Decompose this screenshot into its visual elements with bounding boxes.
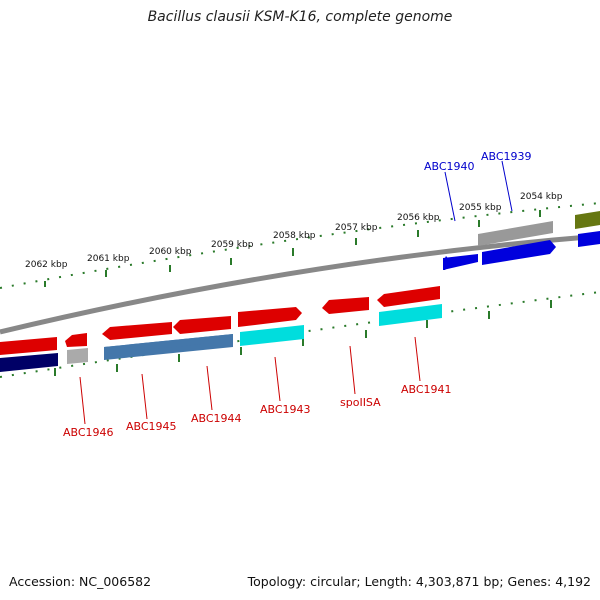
cds-block[interactable] — [0, 353, 58, 372]
leader-line — [141, 373, 148, 420]
kbp-label: 2060 kbp — [149, 247, 192, 257]
cds-block[interactable] — [240, 325, 304, 346]
leader-line — [274, 356, 281, 402]
gene-arrow[interactable] — [238, 307, 302, 327]
gene-label[interactable]: ABC1943 — [260, 403, 311, 416]
leader-line — [206, 365, 213, 411]
kbp-label: 2062 kbp — [25, 260, 68, 270]
label-leaders — [79, 160, 513, 425]
map-title: Bacillus clausii KSM-K16, complete genom… — [147, 9, 453, 25]
feature-track — [0, 211, 600, 372]
kbp-label: 2059 kbp — [211, 240, 254, 250]
gene-label[interactable]: ABC1946 — [63, 426, 114, 439]
kbp-label: 2056 kbp — [397, 213, 440, 223]
kbp-label: 2061 kbp — [87, 254, 130, 264]
gene-arrow[interactable] — [322, 297, 369, 314]
accession-label: Accession: NC_006582 — [9, 574, 152, 589]
gene-arrow[interactable] — [65, 333, 87, 347]
cds-block[interactable] — [379, 304, 442, 326]
leader-line — [501, 160, 513, 212]
gene-arrow[interactable] — [173, 316, 231, 334]
upper-tick-track — [0, 202, 600, 289]
leader-line — [444, 171, 456, 222]
lower-tick-track — [0, 291, 600, 378]
gene-label[interactable]: ABC1941 — [401, 383, 452, 396]
cds-block[interactable] — [67, 348, 88, 364]
gene-labels: ABC1940 ABC1939 ABC1946 ABC1945 ABC1944 … — [63, 150, 532, 439]
kbp-label: 2055 kbp — [459, 203, 502, 213]
gene-arrow[interactable] — [102, 322, 172, 340]
gene-arrow[interactable] — [443, 254, 478, 270]
kbp-labels: 2062 kbp 2061 kbp 2060 kbp 2059 kbp 2058… — [25, 192, 563, 270]
kbp-label: 2054 kbp — [520, 192, 563, 202]
genome-backbone — [0, 233, 600, 335]
gene-label[interactable]: ABC1945 — [126, 420, 177, 433]
gene-arrow[interactable] — [0, 337, 57, 355]
gene-arrow[interactable] — [482, 240, 556, 265]
leader-line — [349, 345, 356, 395]
genome-summary: Topology: circular; Length: 4,303,871 bp… — [247, 574, 591, 589]
gene-label[interactable]: spoIISA — [340, 396, 381, 409]
leader-line — [414, 336, 421, 382]
kbp-label: 2058 kbp — [273, 231, 316, 241]
kbp-label: 2057 kbp — [335, 223, 378, 233]
gene-label[interactable]: ABC1939 — [481, 150, 532, 163]
gene-arrow[interactable] — [377, 286, 440, 307]
cds-block[interactable] — [104, 334, 233, 354]
gene-label[interactable]: ABC1940 — [424, 160, 475, 173]
gene-label[interactable]: ABC1944 — [191, 412, 242, 425]
gene-arrow[interactable] — [578, 231, 600, 247]
cds-block[interactable] — [478, 221, 553, 246]
cds-block[interactable] — [575, 211, 600, 229]
major-ticks — [44, 210, 552, 376]
leader-line — [79, 376, 86, 425]
